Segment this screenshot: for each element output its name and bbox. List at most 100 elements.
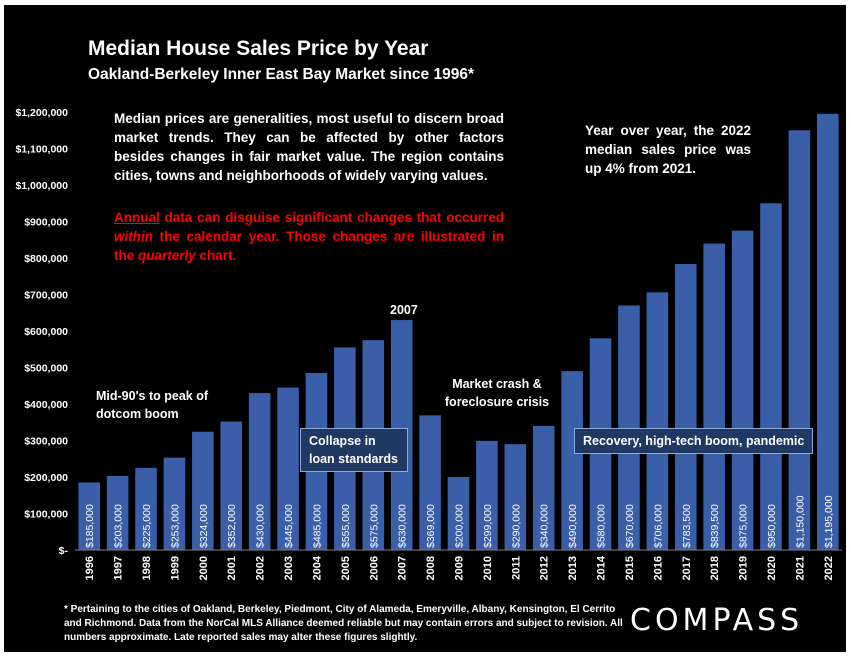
bar-value-label: $555,000 [340, 504, 352, 548]
y-tick-label: $1,100,000 [15, 144, 68, 156]
x-tick-label: 2002 [255, 556, 267, 580]
x-tick-label: 2000 [198, 556, 210, 580]
bar-value-label: $1,195,000 [823, 495, 835, 548]
bar-value-label: $575,000 [368, 504, 380, 548]
x-tick-label: 2013 [567, 556, 579, 580]
bar-2011 [504, 444, 527, 550]
bar-value-label: $706,000 [652, 504, 664, 548]
bar-2015 [618, 305, 640, 550]
bar-1997 [106, 475, 129, 550]
bar-value-label: $352,000 [226, 504, 238, 548]
annual-word: Annual [114, 210, 160, 225]
yoy-note: Year over year, the 2022 median sales pr… [585, 123, 751, 176]
bar-2010 [476, 440, 498, 550]
bar-2021 [788, 130, 811, 550]
bar-value-label: $783,500 [681, 504, 693, 548]
x-tick-label: 2014 [596, 555, 608, 580]
bar-2017 [674, 264, 697, 550]
peak-2007-annotation: 2007 [390, 303, 418, 317]
bar-value-label: $1,150,000 [794, 495, 806, 548]
y-tick-label: $600,000 [24, 326, 68, 338]
bar-2000 [192, 431, 214, 550]
compass-logo: COMPASS [630, 603, 804, 638]
x-tick-label: 2010 [482, 556, 494, 580]
explanation-main: Median prices are generalities, most use… [114, 111, 504, 183]
bar-2002 [248, 393, 271, 550]
bar-2013 [561, 371, 583, 550]
x-tick-label: 1998 [141, 556, 153, 580]
recovery-annotation: Recovery, high-tech boom, pandemic [574, 428, 814, 454]
x-tick-label: 1999 [169, 556, 181, 580]
x-tick-label: 2020 [766, 556, 778, 580]
bar-value-label: $200,000 [454, 504, 466, 548]
bar-value-label: $299,000 [482, 504, 494, 548]
x-tick-label: 2019 [738, 556, 750, 580]
x-tick-label: 2001 [226, 556, 238, 580]
y-tick-label: $1,000,000 [15, 180, 68, 192]
y-tick-label: $- [59, 545, 69, 557]
mid90s-annotation: Mid-90's to peak of dotcom boom [96, 389, 209, 421]
bar-value-label: $203,000 [113, 504, 125, 548]
within-word: within [114, 229, 153, 244]
x-tick-label: 2022 [823, 556, 835, 580]
bar-2022 [817, 113, 839, 550]
bar-1998 [135, 467, 157, 550]
bar-2012 [532, 425, 555, 550]
x-tick-label: 2009 [454, 556, 466, 580]
x-tick-label: 2006 [368, 556, 380, 580]
y-tick-label: $700,000 [24, 290, 68, 302]
y-tick-label: $300,000 [24, 436, 68, 448]
bar-value-label: $839,500 [709, 504, 721, 548]
footnote: * Pertaining to the cities of Oakland, B… [64, 604, 623, 643]
x-tick-label: 2003 [283, 556, 295, 580]
y-tick-label: $500,000 [24, 363, 68, 375]
bar-value-label: $185,000 [84, 504, 96, 548]
crash-annotation: Market crash & foreclosure crisis [444, 377, 550, 409]
bar-2003 [277, 387, 299, 550]
y-tick-label: $200,000 [24, 472, 68, 484]
annual-data-note: Annual data can disguise significant cha… [114, 208, 504, 265]
bar-value-label: $485,000 [311, 504, 323, 548]
bar-value-label: $340,000 [539, 504, 551, 548]
annual-text-2: data can disguise significant changes th… [159, 210, 504, 225]
chart-title: Median House Sales Price by Year [88, 37, 429, 60]
chart-slide: $- $100,000 $200,000 $300,000 $400,000 $500,0… [4, 5, 846, 652]
bar-value-label: $290,000 [510, 504, 522, 548]
bar-value-label: $369,000 [425, 504, 437, 548]
bar-value-label: $225,000 [141, 504, 153, 548]
bar-value-label: $950,000 [766, 504, 778, 548]
bar-value-label: $445,000 [283, 504, 295, 548]
bar-1999 [163, 457, 186, 550]
bar-value-label: $253,000 [169, 504, 181, 548]
bar-2018 [703, 243, 725, 550]
annual-text-4: the calendar year. Those changes are ill… [114, 229, 504, 263]
x-tick-label: 2017 [681, 556, 693, 580]
y-tick-label: $100,000 [24, 509, 68, 521]
explanation-note: Median prices are generalities, most use… [114, 109, 504, 185]
bar-1996 [78, 482, 100, 550]
annual-text-6: chart. [195, 248, 237, 263]
x-tick-label: 2018 [709, 556, 721, 580]
y-tick-label: $400,000 [24, 399, 68, 411]
x-tick-label: 1996 [84, 556, 96, 580]
bar-2001 [220, 421, 243, 550]
collapse-annotation: Collapse in loan standards [300, 428, 408, 472]
x-tick-label: 2004 [311, 555, 323, 580]
bar-2009 [447, 477, 470, 550]
x-tick-label: 2015 [624, 556, 636, 580]
bar-value-label: $670,000 [624, 504, 636, 548]
bar-2008 [419, 415, 441, 550]
bar-chart: $- $100,000 $200,000 $300,000 $400,000 $500,0… [15, 107, 842, 580]
bar-value-label: $875,000 [738, 504, 750, 548]
x-tick-label: 2021 [794, 556, 806, 580]
x-tick-label: 2005 [340, 556, 352, 580]
bar-value-label: $490,000 [567, 504, 579, 548]
bar-value-label: $580,000 [596, 504, 608, 548]
bar-value-label: $324,000 [198, 504, 210, 548]
y-tick-label: $900,000 [24, 217, 68, 229]
x-tick-label: 2008 [425, 556, 437, 580]
bar-2020 [760, 203, 782, 550]
bar-2016 [646, 292, 669, 550]
bar-value-label: $630,000 [397, 504, 409, 548]
x-tick-label: 1997 [113, 556, 125, 580]
